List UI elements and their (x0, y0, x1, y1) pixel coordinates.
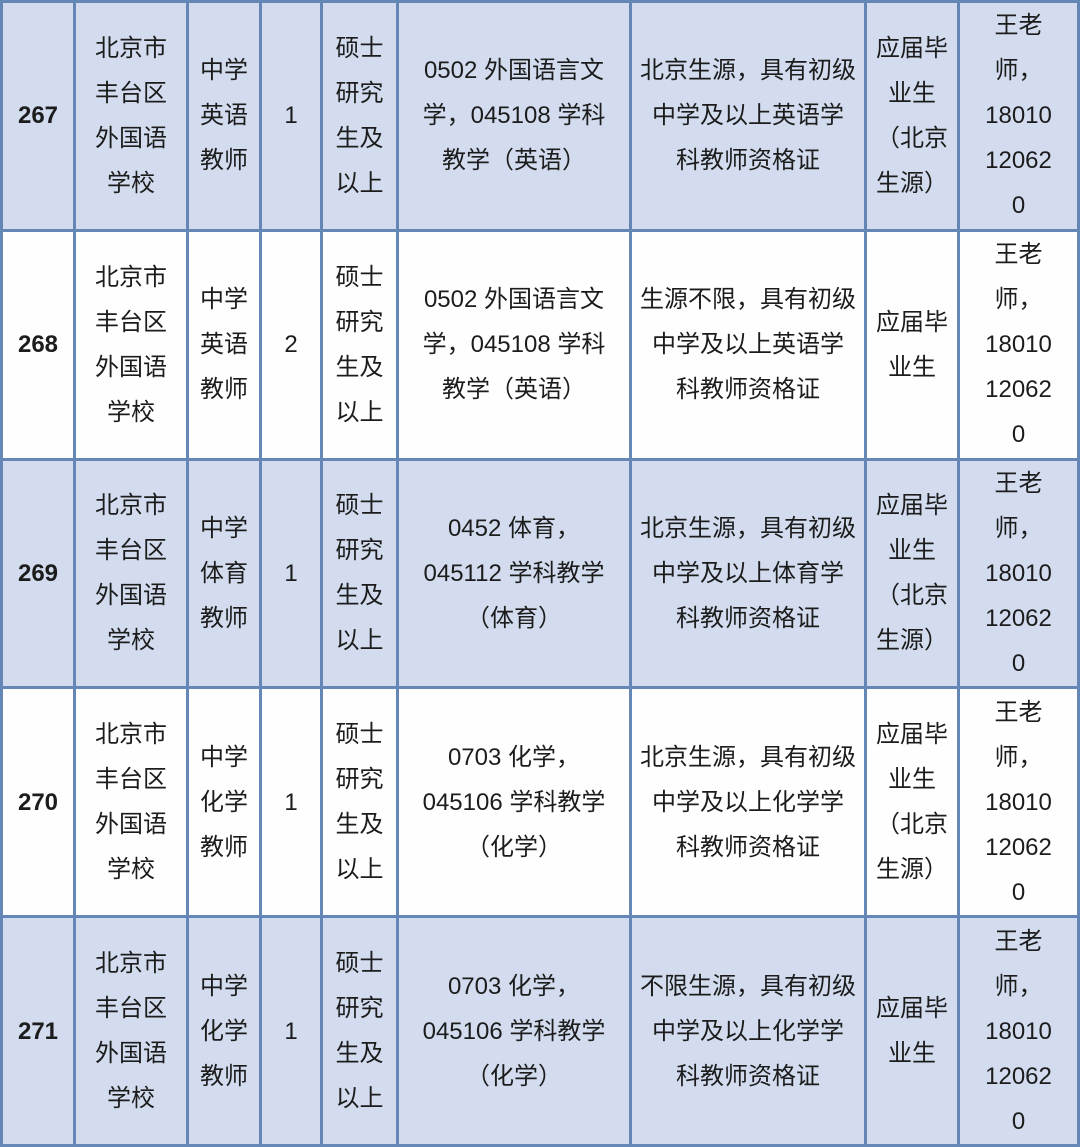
cell-major: 0703 化学， 045106 学科教学 （化学） (399, 918, 629, 1144)
cell-education: 硕士 研究 生及 以上 (323, 231, 396, 458)
cell-education: 硕士 研究 生及 以上 (323, 918, 396, 1144)
cell-contact: 王老 师， 18010 12062 0 (960, 689, 1077, 916)
cell-graduate-type: 应届毕 业生 （北京 生源） (867, 3, 957, 229)
cell-serial: 271 (3, 918, 73, 1144)
cell-position: 中学 化学 教师 (189, 689, 259, 916)
cell-position: 中学 英语 教师 (189, 231, 259, 458)
cell-count: 2 (262, 231, 320, 458)
cell-major: 0703 化学， 045106 学科教学 （化学） (399, 689, 629, 916)
cell-education: 硕士 研究 生及 以上 (323, 3, 396, 229)
cell-count: 1 (262, 689, 320, 916)
cell-education: 硕士 研究 生及 以上 (323, 460, 396, 687)
cell-position: 中学 英语 教师 (189, 3, 259, 229)
cell-education: 硕士 研究 生及 以上 (323, 689, 396, 916)
cell-position: 中学 体育 教师 (189, 460, 259, 687)
cell-school: 北京市 丰台区 外国语 学校 (76, 918, 186, 1144)
cell-requirements: 北京生源，具有初级 中学及以上英语学 科教师资格证 (632, 3, 864, 229)
cell-contact: 王老 师， 18010 12062 0 (960, 231, 1077, 458)
cell-serial: 270 (3, 689, 73, 916)
cell-serial: 269 (3, 460, 73, 687)
cell-school: 北京市 丰台区 外国语 学校 (76, 689, 186, 916)
cell-requirements: 北京生源，具有初级 中学及以上体育学 科教师资格证 (632, 460, 864, 687)
cell-contact: 王老 师， 18010 12062 0 (960, 3, 1077, 229)
cell-school: 北京市 丰台区 外国语 学校 (76, 3, 186, 229)
cell-requirements: 生源不限，具有初级 中学及以上英语学 科教师资格证 (632, 231, 864, 458)
cell-major: 0502 外国语言文 学，045108 学科 教学（英语） (399, 231, 629, 458)
cell-major: 0452 体育， 045112 学科教学 （体育） (399, 460, 629, 687)
cell-graduate-type: 应届毕 业生 （北京 生源） (867, 689, 957, 916)
cell-serial: 268 (3, 231, 73, 458)
cell-position: 中学 化学 教师 (189, 918, 259, 1144)
cell-major: 0502 外国语言文 学，045108 学科 教学（英语） (399, 3, 629, 229)
cell-graduate-type: 应届毕 业生 (867, 231, 957, 458)
cell-school: 北京市 丰台区 外国语 学校 (76, 460, 186, 687)
cell-count: 1 (262, 918, 320, 1144)
cell-contact: 王老 师， 18010 12062 0 (960, 918, 1077, 1144)
cell-contact: 王老 师， 18010 12062 0 (960, 460, 1077, 687)
cell-graduate-type: 应届毕 业生 (867, 918, 957, 1144)
cell-requirements: 不限生源，具有初级 中学及以上化学学 科教师资格证 (632, 918, 864, 1144)
cell-count: 1 (262, 460, 320, 687)
cell-school: 北京市 丰台区 外国语 学校 (76, 231, 186, 458)
cell-count: 1 (262, 3, 320, 229)
cell-serial: 267 (3, 3, 73, 229)
cell-graduate-type: 应届毕 业生 （北京 生源） (867, 460, 957, 687)
cell-requirements: 北京生源，具有初级 中学及以上化学学 科教师资格证 (632, 689, 864, 916)
